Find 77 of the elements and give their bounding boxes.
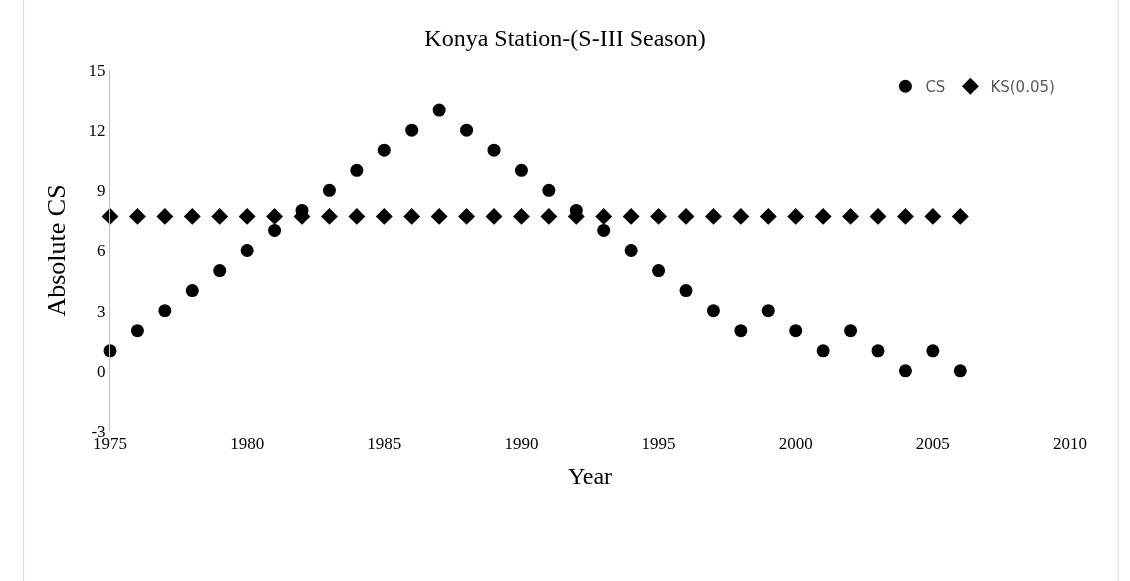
point xyxy=(430,207,448,225)
point xyxy=(375,207,393,225)
point xyxy=(266,207,284,225)
point xyxy=(706,304,720,318)
x-tick-label: 2005 xyxy=(915,434,950,453)
point xyxy=(101,207,119,225)
point xyxy=(704,207,722,225)
point xyxy=(924,207,942,225)
point xyxy=(432,103,446,117)
point xyxy=(761,304,775,318)
point xyxy=(458,207,476,225)
point xyxy=(652,264,666,278)
y-tick-label: 6 xyxy=(97,241,106,261)
legend-label: CS xyxy=(925,78,946,97)
point xyxy=(926,344,940,358)
y-tick-label: 3 xyxy=(97,301,106,321)
y-axis-title: Absolute CS xyxy=(42,184,71,317)
point xyxy=(898,364,912,378)
point xyxy=(485,207,503,225)
point xyxy=(871,344,885,358)
point xyxy=(211,207,229,225)
point xyxy=(240,244,254,257)
point xyxy=(732,207,750,225)
point xyxy=(951,207,969,225)
x-tick-label: 1980 xyxy=(230,434,265,453)
point xyxy=(487,143,501,157)
point xyxy=(350,163,364,177)
point xyxy=(158,304,172,318)
point xyxy=(320,207,338,225)
point xyxy=(213,264,227,278)
point xyxy=(842,207,860,225)
point xyxy=(787,207,805,225)
point xyxy=(869,207,887,225)
y-tick-label: 15 xyxy=(88,60,106,80)
point xyxy=(734,324,748,338)
legend-label: KS(0.05) xyxy=(990,78,1055,97)
point xyxy=(540,207,558,225)
point xyxy=(322,183,336,197)
x-tick-label: 1985 xyxy=(367,434,402,453)
chart-title: Konya Station-(S-III Season) xyxy=(424,24,706,51)
point xyxy=(650,207,668,225)
point xyxy=(348,207,366,225)
point xyxy=(542,183,556,197)
point xyxy=(185,284,199,298)
point xyxy=(268,223,282,237)
x-tick-label: 1995 xyxy=(641,434,676,453)
point xyxy=(403,207,421,225)
point xyxy=(512,207,530,225)
point xyxy=(622,207,640,225)
point xyxy=(624,244,638,257)
point xyxy=(844,324,858,338)
x-tick-label: 2010 xyxy=(1053,434,1087,453)
y-tick-label: 9 xyxy=(97,181,106,201)
point xyxy=(814,207,832,225)
point xyxy=(679,284,693,298)
point xyxy=(377,143,391,157)
x-tick-label: 2000 xyxy=(778,434,813,453)
point xyxy=(953,364,967,378)
point xyxy=(816,344,830,358)
point xyxy=(183,207,201,225)
point xyxy=(128,207,146,225)
x-axis-title: Year xyxy=(567,463,613,490)
point xyxy=(514,163,528,177)
y-tick-label: 12 xyxy=(88,121,106,141)
point xyxy=(405,123,419,137)
y-tick-label: 0 xyxy=(97,361,106,381)
point xyxy=(597,223,611,237)
point xyxy=(238,207,256,225)
point xyxy=(789,324,803,338)
point xyxy=(156,207,174,225)
point xyxy=(759,207,777,225)
point xyxy=(595,207,613,225)
point xyxy=(130,324,144,338)
point xyxy=(896,207,914,225)
point xyxy=(460,123,474,137)
point xyxy=(677,207,695,225)
x-tick-label: 1990 xyxy=(504,434,539,453)
